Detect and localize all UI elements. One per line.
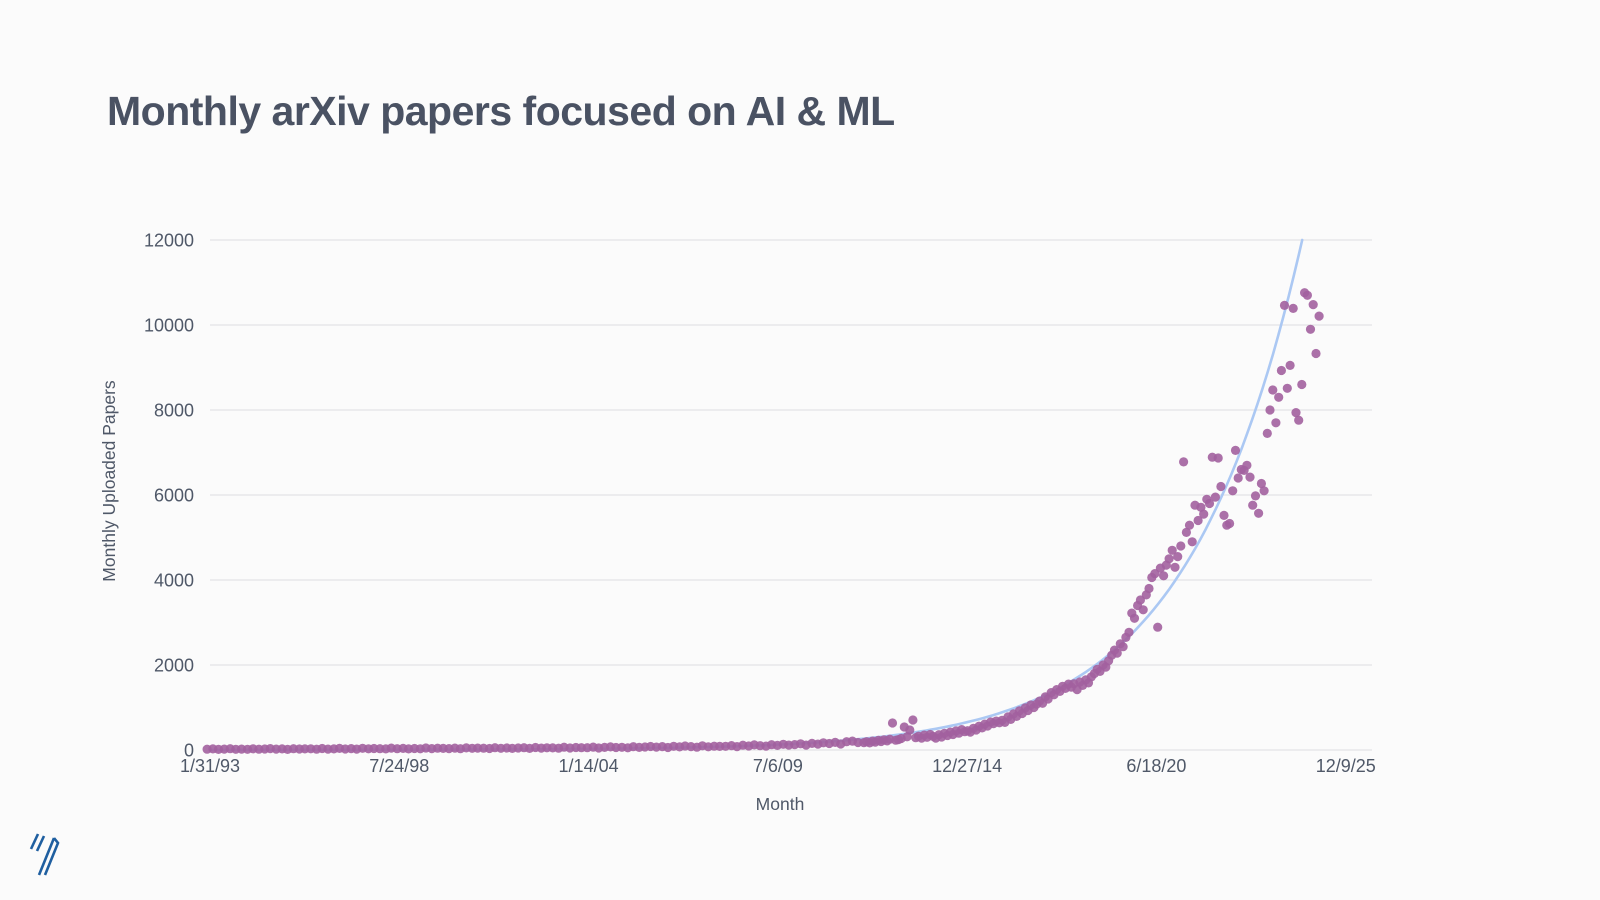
data-point [905,725,915,735]
data-point [1216,481,1226,492]
y-tick-label: 12000 [144,231,194,251]
y-tick-label: 10000 [144,316,194,336]
data-point [1268,385,1278,395]
y-axis-title: Monthly Uploaded Papers [99,380,119,582]
data-point [1167,545,1177,555]
data-point [1311,348,1321,359]
y-tick-label: 4000 [154,571,194,591]
data-point [1225,518,1235,529]
data-point [1181,527,1191,538]
data-point [908,715,918,725]
data-point [1118,642,1128,652]
data-point [1213,453,1223,463]
data-point [1199,509,1209,519]
data-point [1245,472,1255,482]
data-point [1274,392,1284,402]
data-point [1153,622,1163,632]
data-point [1297,379,1307,390]
x-tick-label: 7/24/98 [369,756,429,776]
x-axis-title: Month [756,794,805,814]
x-tick-label: 1/31/93 [180,756,240,776]
data-point [1204,498,1215,509]
data-point [1248,500,1258,510]
brand-logo-icon [29,833,60,876]
data-point [1184,520,1195,530]
data-point [1282,383,1292,393]
x-tick-label: 7/6/09 [753,756,803,776]
data-point [1124,627,1134,637]
data-point [1228,486,1238,496]
data-point [1308,300,1318,310]
data-point [1219,510,1229,520]
data-point [1285,360,1295,370]
data-point [1254,508,1264,518]
data-point [1144,583,1154,594]
x-tick-label: 12/27/14 [932,756,1002,776]
y-tick-label: 8000 [154,401,194,421]
data-point [1138,605,1148,615]
logo-fold [43,837,60,876]
data-point [1256,478,1266,489]
chart-title: Monthly arXiv papers focused on AI & ML [107,88,895,134]
data-point [1265,405,1275,415]
data-point [1187,537,1197,547]
data-point [1302,290,1312,300]
data-point [1314,311,1324,321]
data-point [1271,418,1281,428]
data-point [1291,408,1301,418]
data-point [1159,571,1169,581]
data-point [1112,648,1122,658]
data-point [1242,460,1252,470]
data-point [1210,492,1220,502]
y-tick-label: 0 [184,741,194,761]
data-point [1262,428,1272,438]
data-point [1276,365,1286,376]
data-point [1193,515,1203,526]
data-point [887,718,898,728]
x-tick-label: 6/18/20 [1126,756,1186,776]
data-point [1170,562,1180,572]
logo-slash-2 [35,835,46,852]
data-point [1173,552,1183,562]
data-point [1179,457,1189,467]
data-point [1164,554,1174,564]
data-point [1305,324,1316,334]
data-point [1230,445,1241,455]
y-tick-label: 6000 [154,486,194,506]
x-tick-label: 1/14/04 [559,756,619,776]
data-point [1259,486,1269,496]
data-point [1294,415,1304,425]
data-point [1129,613,1140,623]
data-point [1176,541,1186,551]
data-point [1233,473,1243,483]
data-point [1288,303,1298,313]
y-tick-label: 2000 [154,656,194,676]
x-tick-label: 12/9/25 [1316,756,1376,776]
data-point [1279,300,1290,310]
logo-slash-3 [37,837,56,876]
logo-slash-1 [29,833,40,850]
data-point [1250,491,1261,501]
